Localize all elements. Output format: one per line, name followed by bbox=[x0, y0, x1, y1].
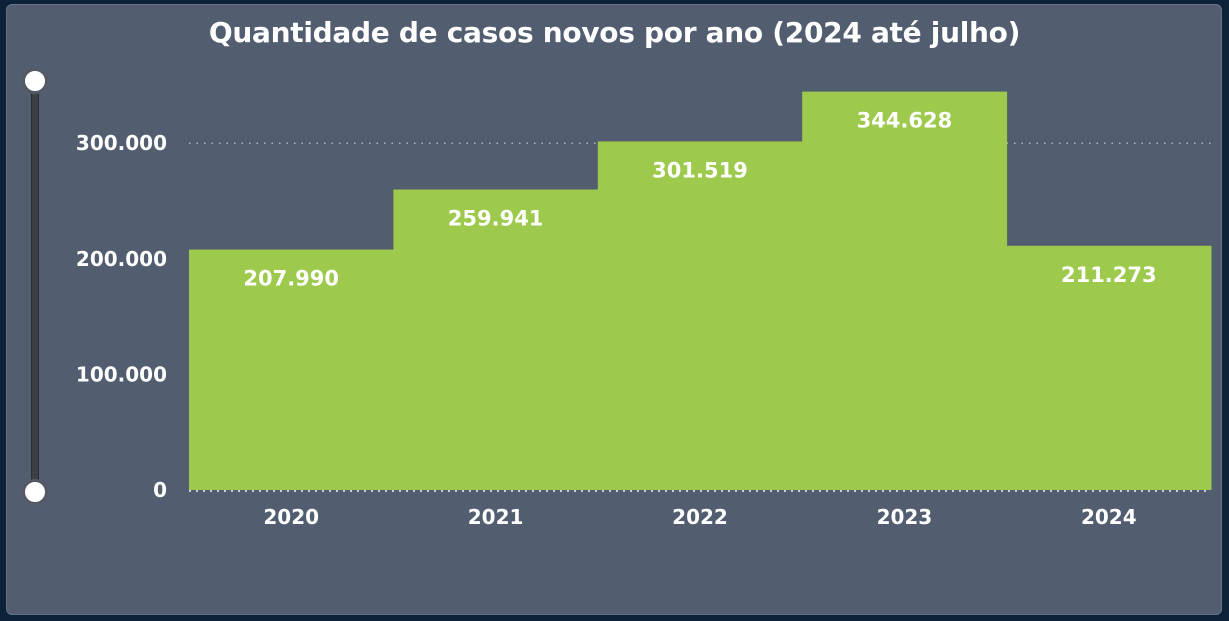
y-tick-label: 200.000 bbox=[76, 247, 167, 271]
x-tick-label: 2022 bbox=[672, 505, 728, 529]
chart-title: Quantidade de casos novos por ano (2024 … bbox=[208, 16, 1021, 49]
y-tick-label: 100.000 bbox=[76, 362, 167, 386]
bar-2020 bbox=[189, 249, 394, 490]
y-tick-label: 300.000 bbox=[76, 131, 167, 155]
bar-2021 bbox=[393, 189, 599, 490]
bar-2022 bbox=[597, 141, 803, 490]
x-tick-label: 2020 bbox=[263, 505, 319, 529]
x-tick-label: 2023 bbox=[877, 505, 933, 529]
data-label: 211.273 bbox=[1061, 263, 1157, 287]
range-slider-top-handle[interactable] bbox=[22, 68, 48, 94]
data-label: 207.990 bbox=[243, 267, 339, 291]
y-tick-label: 0 bbox=[153, 478, 167, 502]
bar-2024 bbox=[1006, 245, 1212, 490]
data-label: 259.941 bbox=[448, 207, 544, 231]
range-slider-track[interactable] bbox=[31, 82, 39, 492]
bar-2023 bbox=[802, 91, 1008, 490]
range-slider-bottom-handle[interactable] bbox=[22, 479, 48, 505]
x-tick-label: 2021 bbox=[468, 505, 524, 529]
data-label: 344.628 bbox=[857, 109, 953, 133]
data-label: 301.519 bbox=[652, 158, 748, 182]
x-tick-label: 2024 bbox=[1081, 505, 1137, 529]
